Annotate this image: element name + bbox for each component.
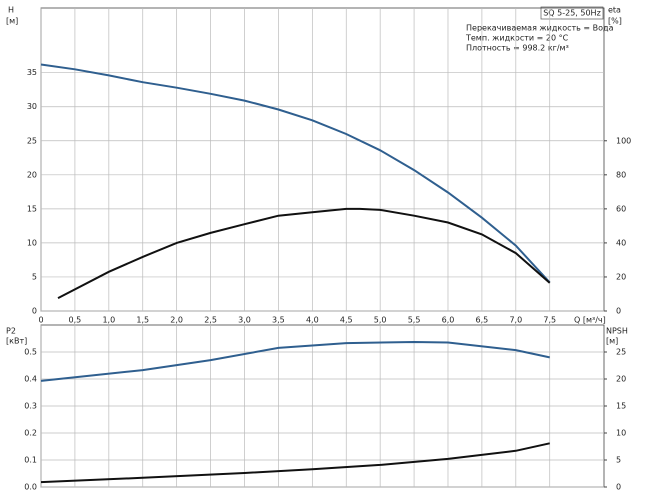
note: Темп. жидкости = 20 °C (465, 34, 569, 43)
y-tick-label: 0.4 (24, 375, 37, 384)
y-tick-label: 0.5 (24, 348, 37, 357)
y-tick-label: 30 (27, 102, 37, 111)
x-tick-label: 6,5 (476, 316, 489, 325)
x-tick-label: 7,5 (543, 316, 556, 325)
y-tick-label: 20 (27, 170, 37, 179)
y-tick-label: 0.3 (24, 402, 37, 411)
y2-label: NPSH (606, 327, 628, 336)
x-tick-label: 2,0 (170, 316, 183, 325)
y2-tick-label: 5 (616, 456, 621, 465)
y-tick-label: 0.0 (24, 483, 37, 492)
x-tick-label: 4,0 (306, 316, 319, 325)
y2-tick-label: 0 (616, 307, 621, 316)
y-unit: [кВт] (6, 337, 27, 346)
y-label: H (8, 6, 14, 15)
y2-tick-label: 100 (616, 136, 631, 145)
curve (40, 442, 550, 484)
y2-tick-label: 25 (616, 348, 626, 357)
x-label: Q [м³/ч] (574, 316, 606, 325)
y-tick-label: 5 (32, 272, 37, 281)
x-tick-label: 1,0 (102, 316, 115, 325)
x-tick-label: 7,0 (509, 316, 522, 325)
x-tick-label: 4,5 (340, 316, 353, 325)
x-tick-label: 5,5 (408, 316, 421, 325)
curve (40, 340, 550, 382)
y2-tick-label: 15 (616, 402, 626, 411)
y-label: P2 (6, 327, 16, 336)
x-tick-label: 3,0 (238, 316, 251, 325)
y-tick-label: 0.2 (24, 429, 37, 438)
x-tick-label: 3,5 (272, 316, 285, 325)
x-tick-label: 1,5 (136, 316, 149, 325)
y-tick-label: 35 (27, 68, 37, 77)
x-tick-label: 0,5 (69, 316, 82, 325)
x-tick-label: 6,0 (442, 316, 455, 325)
x-tick-label: 2,5 (204, 316, 217, 325)
y2-tick-label: 0 (616, 483, 621, 492)
y-tick-label: 0 (32, 307, 37, 316)
x-tick-label: 0 (38, 316, 43, 325)
y-tick-label: 15 (27, 204, 37, 213)
y-tick-label: 10 (27, 238, 37, 247)
model-box (540, 6, 604, 20)
note: Плотность = 998.2 кг/м³ (466, 44, 569, 53)
y2-tick-label: 40 (616, 238, 626, 247)
curve (40, 63, 551, 284)
y-tick-label: 25 (27, 136, 37, 145)
x-tick-label: 5,0 (374, 316, 387, 325)
y-tick-label: 0.1 (24, 456, 37, 465)
y2-tick-label: 60 (616, 204, 626, 213)
y2-tick-label: 20 (616, 272, 626, 281)
note: Перекачиваемая жидкость = Вода (466, 24, 614, 33)
model: SQ 5-25, 50Hz (543, 9, 601, 18)
y-unit: [м] (6, 17, 18, 26)
y2-unit: [м] (606, 337, 618, 346)
y2-tick-label: 80 (616, 170, 626, 179)
curve (57, 207, 551, 299)
y2-tick-label: 10 (616, 429, 626, 438)
y2-unit: [%] (608, 17, 622, 26)
y2-label: eta (608, 6, 621, 15)
y2-tick-label: 20 (616, 375, 626, 384)
